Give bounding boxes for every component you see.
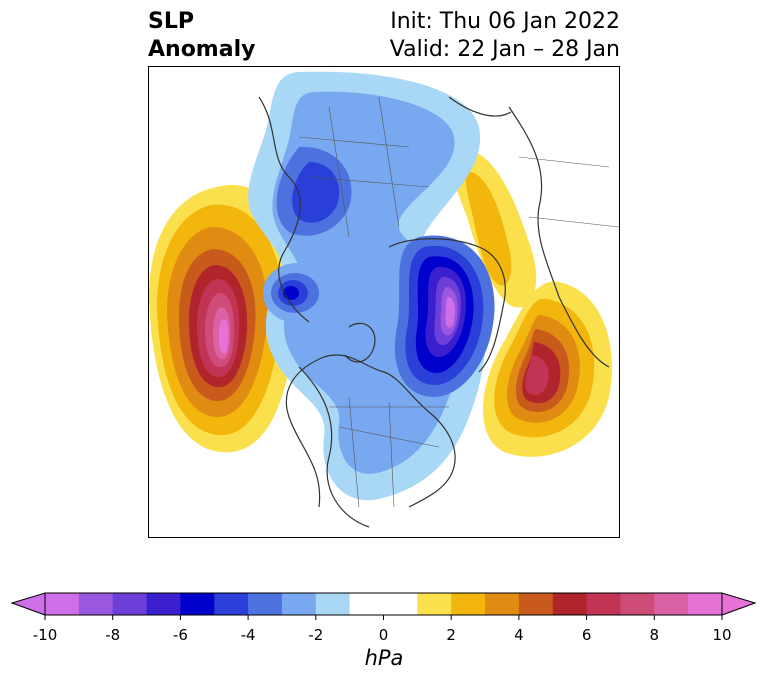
political-borders (298, 96, 619, 508)
colorbar-swatch (620, 593, 655, 615)
forecast-dates: Init: Thu 06 Jan 2022 Valid: 22 Jan – 28… (390, 8, 620, 64)
colorbar-swatch (383, 593, 418, 615)
colorbar-segments (45, 593, 723, 615)
colorbar-swatch (485, 593, 520, 615)
colorbar-swatch (112, 593, 148, 615)
valid-range: Valid: 22 Jan – 28 Jan (389, 37, 620, 62)
anomaly-map (149, 71, 619, 528)
colorbar-extend-min (10, 592, 46, 616)
colorbar-tick-label: 0 (378, 626, 389, 644)
title-variable-line2: Anomaly (148, 37, 256, 62)
colorbar-tick-label: -2 (308, 626, 324, 644)
colorbar (10, 592, 757, 620)
high-anomaly-pacific (149, 184, 300, 453)
colorbar-swatch (552, 593, 588, 615)
colorbar-swatch (654, 593, 689, 615)
colorbar-tick-label: 8 (649, 626, 660, 644)
colorbar-swatch (45, 593, 80, 615)
map-title: SLP Anomaly (148, 8, 255, 64)
colorbar-tick-label: -6 (172, 626, 188, 644)
colorbar-swatch (315, 593, 351, 615)
high-anomaly-siberia (449, 147, 537, 308)
low-anomaly-canada (263, 263, 331, 323)
colorbar-swatch (248, 593, 283, 615)
colorbar-swatch (451, 593, 486, 615)
colorbar-swatch (417, 593, 452, 615)
low-anomaly-eurasia (394, 235, 495, 397)
colorbar-tick-label: 4 (514, 626, 524, 644)
colorbar-swatch (586, 593, 621, 615)
title-variable-line1: SLP (148, 9, 194, 34)
colorbar-swatch (688, 593, 723, 615)
colorbar-tick-label: 10 (712, 626, 732, 644)
colorbar-unit: hPa (364, 646, 404, 670)
colorbar-tick-label: -8 (105, 626, 121, 644)
colorbar-extend-max (721, 592, 757, 616)
colorbar-tick-label: 6 (581, 626, 592, 644)
coastlines (258, 96, 610, 528)
colorbar-ticks (44, 615, 723, 620)
high-anomaly-east (482, 281, 612, 457)
colorbar-swatch (349, 593, 384, 615)
colorbar-swatch (518, 593, 554, 615)
colorbar-tick-label: 2 (446, 626, 456, 644)
colorbar-swatch (281, 593, 317, 615)
colorbar-tick-label: -10 (32, 626, 58, 644)
colorbar-swatch (214, 593, 249, 615)
colorbar-swatch (78, 593, 114, 615)
colorbar-swatch (146, 593, 181, 615)
init-date: Init: Thu 06 Jan 2022 (390, 9, 620, 34)
map-panel (148, 66, 620, 538)
colorbar-swatch (180, 593, 215, 615)
colorbar-tick-label: -4 (240, 626, 256, 644)
